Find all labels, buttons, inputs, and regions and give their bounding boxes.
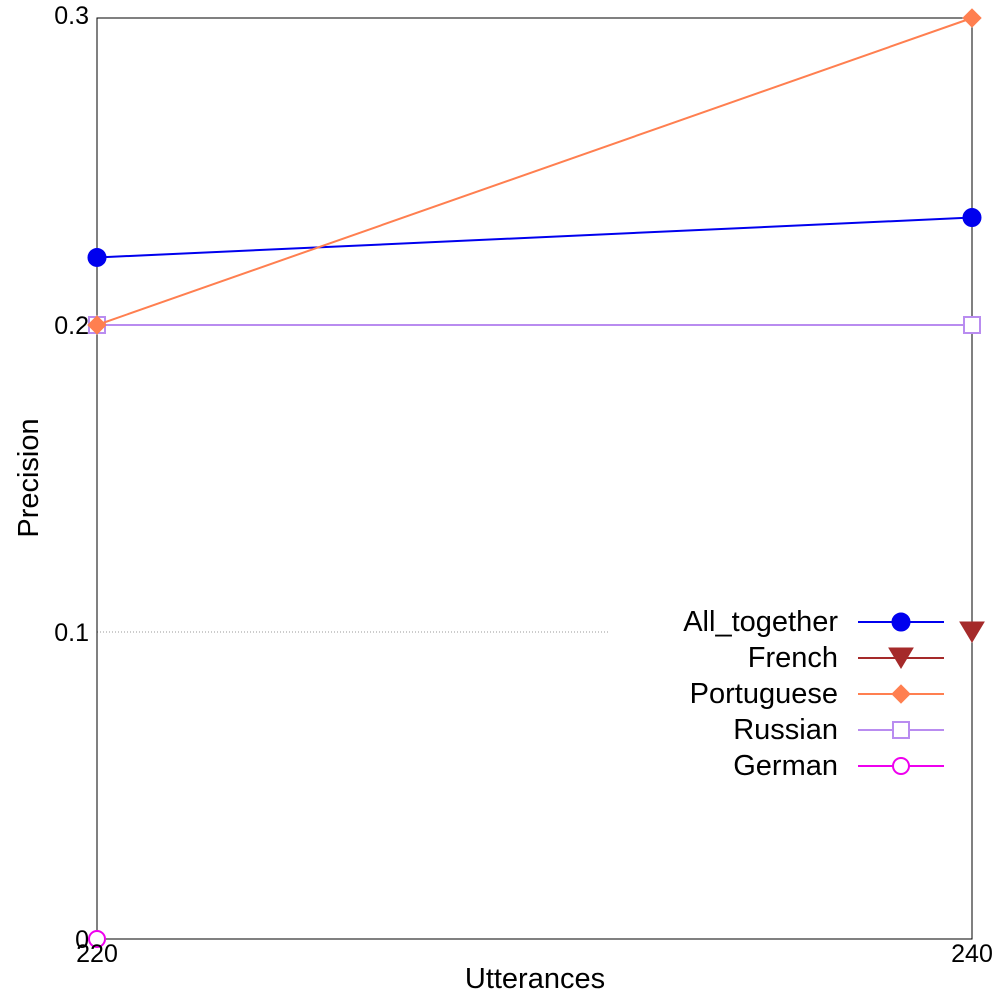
y-tick-label: 0.1 <box>54 619 89 647</box>
x-tick-label: 220 <box>76 940 118 968</box>
y-tick-label: 0 <box>75 926 89 954</box>
legend-label: Portuguese <box>690 678 838 710</box>
y-tick-label: 0.3 <box>54 2 89 30</box>
legend-entry-german: German <box>733 750 944 782</box>
legend-label: All_together <box>683 606 838 638</box>
series-layer <box>87 8 985 948</box>
x-tick-label: 240 <box>951 940 993 968</box>
legend-marker-all-together <box>891 612 911 632</box>
legend-marker-german <box>892 757 910 775</box>
legend-label: German <box>733 750 838 782</box>
legend-label: French <box>748 642 838 674</box>
data-point-all-together <box>962 208 982 228</box>
series-line-portuguese <box>96 17 973 326</box>
data-point-portuguese <box>87 315 107 335</box>
series-french <box>959 621 985 643</box>
legend-entry-portuguese: Portuguese <box>690 678 944 710</box>
legend-marker-russian <box>892 721 910 739</box>
legend-marker-portuguese <box>891 684 911 704</box>
legend: All_together French Portuguese Russian Germa… <box>683 606 944 782</box>
data-point-all-together <box>87 247 107 267</box>
data-point-german <box>88 930 106 948</box>
data-point-portuguese <box>962 8 982 28</box>
x-axis-label: Utterances <box>465 963 605 995</box>
series-line-all-together <box>96 216 973 259</box>
series-german <box>88 930 106 948</box>
y-tick-label: 0.2 <box>54 312 89 340</box>
plot-area-frame <box>96 17 973 940</box>
series-all-together <box>87 208 982 267</box>
y-axis-label: Precision <box>13 418 45 537</box>
tick-labels: 0 0.1 0.2 0.3 220 240 <box>54 2 993 968</box>
legend-label: Russian <box>733 714 838 746</box>
legend-marker-french <box>888 647 914 669</box>
series-portuguese <box>87 8 982 335</box>
series-russian <box>88 316 981 334</box>
legend-entry-russian: Russian <box>733 714 944 746</box>
data-point-russian <box>963 316 981 334</box>
legend-entry-all-together: All_together <box>683 606 944 638</box>
legend-entry-french: French <box>748 642 944 674</box>
data-point-french <box>959 621 985 643</box>
